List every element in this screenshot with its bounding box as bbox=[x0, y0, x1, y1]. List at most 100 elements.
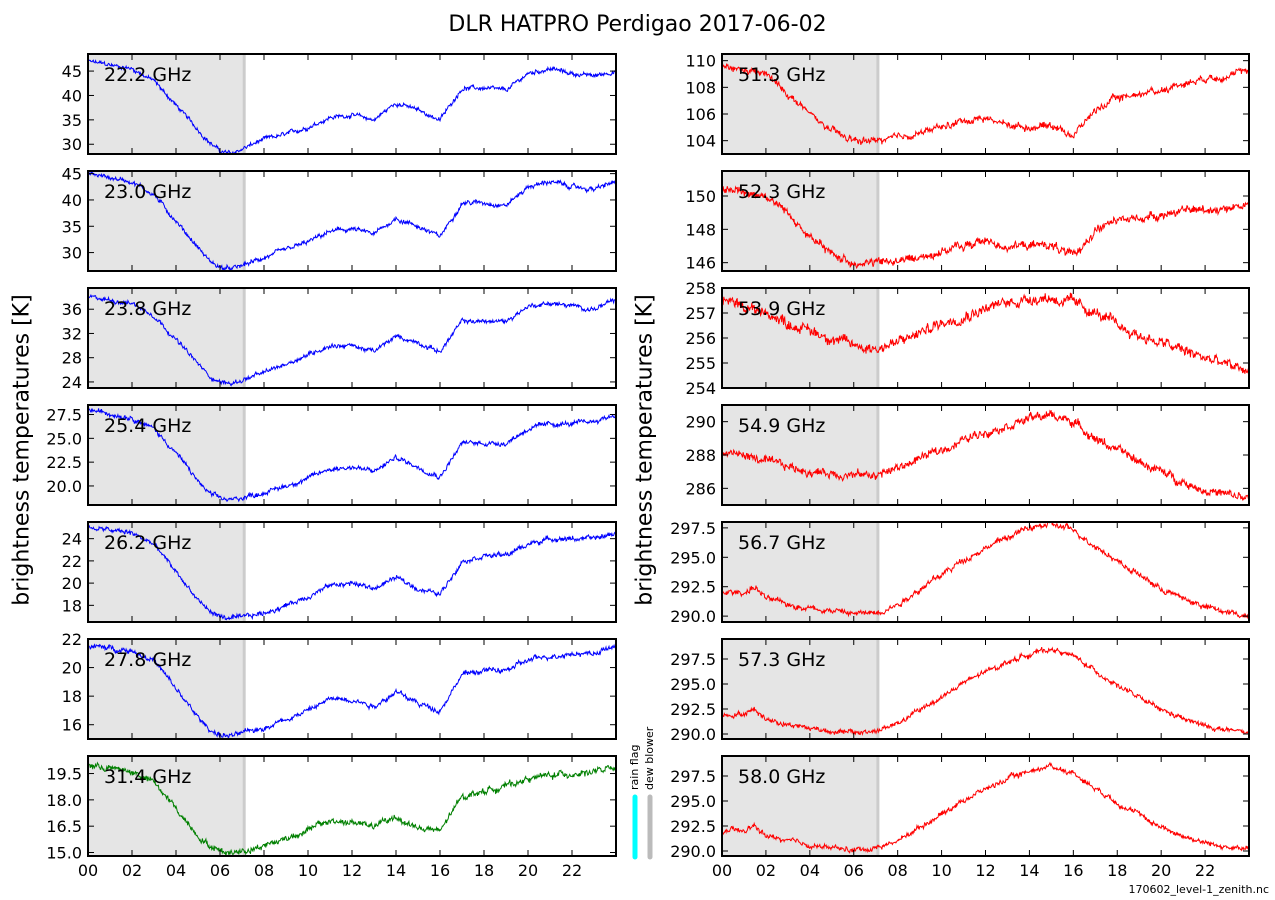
y-tick-label: 292.5 bbox=[670, 700, 716, 719]
x-tick-label: 06 bbox=[210, 861, 230, 880]
series-line bbox=[88, 58, 616, 154]
x-tick-label: 00 bbox=[78, 861, 98, 880]
y-tick-label: 36 bbox=[62, 300, 82, 319]
y-tick-label: 45 bbox=[62, 165, 82, 184]
panel-31-4-ghz: 15.0 16.5 18.0 19.5 00 02 04 06 08 10 12 14 16 18 20 22… bbox=[46, 755, 617, 880]
y-tick-label: 19.5 bbox=[46, 765, 82, 784]
shaded-region bbox=[722, 756, 878, 856]
x-tick-label: 04 bbox=[166, 861, 186, 880]
shaded-region bbox=[88, 756, 245, 856]
y-tick-label: 28 bbox=[62, 349, 82, 368]
y-tick-label: 40 bbox=[62, 191, 82, 210]
y-tick-label: 45 bbox=[62, 62, 82, 81]
frequency-label: 23.8 GHz bbox=[104, 298, 191, 320]
y-tick-label: 20 bbox=[62, 659, 82, 678]
y-tick-label: 108 bbox=[685, 78, 716, 97]
frequency-label: 52.3 GHz bbox=[738, 181, 825, 203]
panel-25-4-ghz: 20.0 22.5 25.0 27.5 25.4 GHz bbox=[46, 404, 617, 506]
series-line bbox=[88, 171, 616, 271]
panel-56-7-ghz: 290.0 292.5 295.0 297.5 56.7 GHz bbox=[670, 519, 1250, 626]
x-tick-label: 08 bbox=[887, 861, 907, 880]
shaded-region bbox=[722, 522, 878, 622]
x-tick-label: 06 bbox=[844, 861, 864, 880]
y-tick-label: 150 bbox=[685, 187, 716, 206]
shaded-region bbox=[88, 639, 245, 739]
y-tick-label: 18 bbox=[62, 596, 82, 615]
x-tick-label: 20 bbox=[1151, 861, 1171, 880]
x-tick-label: 00 bbox=[712, 861, 732, 880]
x-tick-label: 16 bbox=[1063, 861, 1083, 880]
frequency-label: 31.4 GHz bbox=[104, 766, 191, 788]
x-tick-label: 22 bbox=[1195, 861, 1215, 880]
y-tick-label: 30 bbox=[62, 135, 82, 154]
panel-54-9-ghz: 286 288 290 54.9 GHz bbox=[685, 404, 1250, 506]
frequency-label: 53.9 GHz bbox=[738, 298, 825, 320]
y-tick-label: 290.0 bbox=[670, 725, 716, 744]
y-tick-label: 297.5 bbox=[670, 767, 716, 786]
y-tick-label: 256 bbox=[685, 329, 716, 348]
y-tick-label: 22.5 bbox=[46, 453, 82, 472]
chart-title: DLR HATPRO Perdigao 2017-06-02 bbox=[448, 12, 827, 37]
y-tick-label: 295.0 bbox=[670, 548, 716, 567]
x-tick-label: 04 bbox=[800, 861, 820, 880]
y-tick-label: 27.5 bbox=[46, 406, 82, 425]
y-tick-label: 20 bbox=[62, 574, 82, 593]
panel-51-3-ghz: 104 106 108 110 51.3 GHz bbox=[685, 52, 1250, 155]
y-tick-label: 18.0 bbox=[46, 791, 82, 810]
frequency-label: 56.7 GHz bbox=[738, 532, 825, 554]
y-tick-label: 290.0 bbox=[670, 842, 716, 861]
y-tick-label: 106 bbox=[685, 105, 716, 124]
y-tick-label: 110 bbox=[685, 52, 716, 71]
y-tick-label: 257 bbox=[685, 304, 716, 323]
series-line bbox=[88, 761, 616, 856]
y-tick-label: 30 bbox=[62, 244, 82, 263]
y-tick-label: 16.5 bbox=[46, 817, 82, 836]
series-line bbox=[722, 646, 1249, 736]
y-tick-label: 15.0 bbox=[46, 843, 82, 862]
x-tick-label: 12 bbox=[342, 861, 362, 880]
panel-22-2-ghz: 30 35 40 45 22.2 GHz bbox=[62, 53, 617, 155]
shaded-region bbox=[88, 54, 245, 154]
y-tick-label: 254 bbox=[685, 379, 716, 398]
series-line bbox=[88, 293, 616, 387]
y-tick-label: 25.0 bbox=[46, 429, 82, 448]
shaded-region bbox=[88, 522, 245, 622]
y-tick-label: 35 bbox=[62, 111, 82, 130]
panel-52-3-ghz: 146 148 150 52.3 GHz bbox=[685, 170, 1250, 273]
shaded-region bbox=[88, 288, 245, 388]
y-tick-label: 40 bbox=[62, 86, 82, 105]
frequency-label: 51.3 GHz bbox=[738, 64, 825, 86]
x-tick-label: 18 bbox=[1107, 861, 1127, 880]
frequency-label: 27.8 GHz bbox=[104, 649, 191, 671]
y-tick-label: 146 bbox=[685, 254, 716, 273]
y-tick-label: 297.5 bbox=[670, 519, 716, 538]
source-filename: 170602_level-1_zenith.nc bbox=[1128, 883, 1270, 896]
x-tick-label: 02 bbox=[756, 861, 776, 880]
x-tick-label: 16 bbox=[430, 861, 450, 880]
series-line bbox=[722, 292, 1249, 374]
y-tick-label: 22 bbox=[62, 630, 82, 649]
x-tick-label: 20 bbox=[518, 861, 538, 880]
x-tick-label: 22 bbox=[562, 861, 582, 880]
series-line bbox=[722, 63, 1249, 145]
frequency-label: 25.4 GHz bbox=[104, 415, 191, 437]
y-tick-label: 286 bbox=[685, 479, 716, 498]
y-tick-label: 288 bbox=[685, 446, 716, 465]
x-tick-label: 10 bbox=[298, 861, 318, 880]
rain-flag-label: rain flag bbox=[628, 744, 641, 790]
panel-23-0-ghz: 30 35 40 45 23.0 GHz bbox=[62, 165, 617, 272]
panel-23-8-ghz: 24 28 32 36 23.8 GHz bbox=[62, 287, 617, 392]
y-tick-label: 16 bbox=[62, 716, 82, 735]
series-line bbox=[722, 761, 1249, 854]
y-tick-label: 290 bbox=[685, 413, 716, 432]
x-tick-label: 12 bbox=[975, 861, 995, 880]
x-tick-label: 08 bbox=[254, 861, 274, 880]
frequency-label: 57.3 GHz bbox=[738, 649, 825, 671]
shaded-region bbox=[722, 639, 878, 739]
panel-57-3-ghz: 290.0 292.5 295.0 297.5 57.3 GHz bbox=[670, 638, 1250, 744]
y-tick-label: 292.5 bbox=[670, 817, 716, 836]
panel-53-9-ghz: 254 255 256 257 258 53.9 GHz bbox=[685, 279, 1250, 398]
x-tick-label: 14 bbox=[386, 861, 406, 880]
y-tick-label: 35 bbox=[62, 217, 82, 236]
